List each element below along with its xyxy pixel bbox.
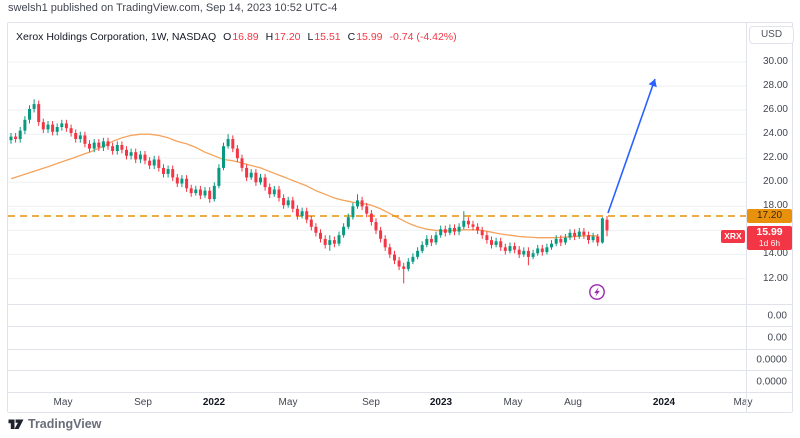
price-axis-label: 12.00 [762, 273, 788, 284]
ohlc-open-label: O [223, 31, 232, 43]
chart-legend[interactable]: Xerox Holdings Corporation, 1W, NASDAQ O1… [16, 31, 457, 43]
indicator-pane-value: 0.00 [767, 332, 787, 344]
price-axis-label: 22.00 [762, 152, 788, 163]
time-axis-label: May [733, 397, 753, 408]
indicator-pane-1[interactable]: 0.00 [8, 304, 792, 326]
tradingview-logo[interactable]: TradingView [8, 417, 101, 431]
ohlc-open-value: 16.89 [232, 31, 259, 43]
time-axis-label: Aug [564, 397, 582, 408]
ohlc-close-value: 15.99 [356, 31, 383, 43]
price-axis-label: 26.00 [762, 104, 788, 115]
tradingview-logo-text: TradingView [28, 417, 102, 431]
time-axis[interactable]: May Sep 2022 May Sep 2023 May Aug 2024 May [8, 392, 792, 413]
ohlc-low-label: L [307, 31, 314, 43]
price-axis-label: 28.00 [762, 80, 788, 91]
indicator-pane-value: 0.0000 [756, 376, 787, 387]
price-axis-label: 20.00 [762, 176, 788, 187]
grid-lines [8, 61, 746, 280]
time-axis-label: 2023 [429, 397, 453, 408]
time-axis-label: Sep [362, 397, 380, 408]
indicator-pane-4[interactable]: 0.0000 [8, 370, 792, 392]
attribution-text: swelsh1 published on TradingView.com, Se… [8, 2, 338, 14]
time-axis-label: May [53, 397, 73, 408]
arrow-drawing[interactable] [607, 78, 657, 214]
currency-toggle-button[interactable]: USD [749, 26, 794, 44]
ohlc-low-value: 15.51 [314, 31, 341, 43]
bar-countdown: 1d 6h [758, 238, 781, 248]
candlestick-chart[interactable] [8, 23, 746, 304]
symbol-price-badge: XRX [721, 230, 745, 243]
last-price-label: 15.99 1d 6h [747, 226, 792, 250]
time-axis-label: May [503, 397, 523, 408]
indicator-pane-value: 0.0000 [756, 354, 787, 366]
tradingview-logo-icon [8, 419, 24, 429]
ohlc-high-label: H [265, 31, 274, 43]
last-price-value: 15.99 [756, 226, 783, 238]
indicator-pane-2[interactable]: 0.00 [8, 326, 792, 349]
ohlc-high-value: 17.20 [274, 31, 301, 43]
price-axis-label: 18.00 [762, 200, 788, 211]
chart-widget: Xerox Holdings Corporation, 1W, NASDAQ O1… [7, 22, 794, 413]
time-axis-label: May [278, 397, 298, 408]
trendline-price-label: 17.20 [747, 209, 792, 223]
time-axis-label: Sep [134, 397, 152, 408]
lightning-icon[interactable] [589, 284, 605, 300]
price-axis[interactable]: 30.00 28.00 26.00 24.00 22.00 20.00 18.00 14.00… [746, 23, 793, 412]
price-axis-label: 24.00 [762, 128, 788, 139]
indicator-pane-value: 0.00 [767, 310, 787, 321]
indicator-pane-3[interactable]: 0.0000 [8, 349, 792, 370]
price-axis-label: 14.00 [762, 248, 788, 259]
change-value: -0.74 (-4.42%) [389, 31, 457, 43]
candles [9, 99, 609, 284]
price-axis-label: 30.00 [762, 56, 788, 67]
time-axis-label: 2024 [652, 397, 676, 408]
ohlc-close-label: C [347, 31, 356, 43]
symbol-title[interactable]: Xerox Holdings Corporation, 1W, NASDAQ [16, 31, 217, 43]
time-axis-label: 2022 [202, 397, 226, 408]
